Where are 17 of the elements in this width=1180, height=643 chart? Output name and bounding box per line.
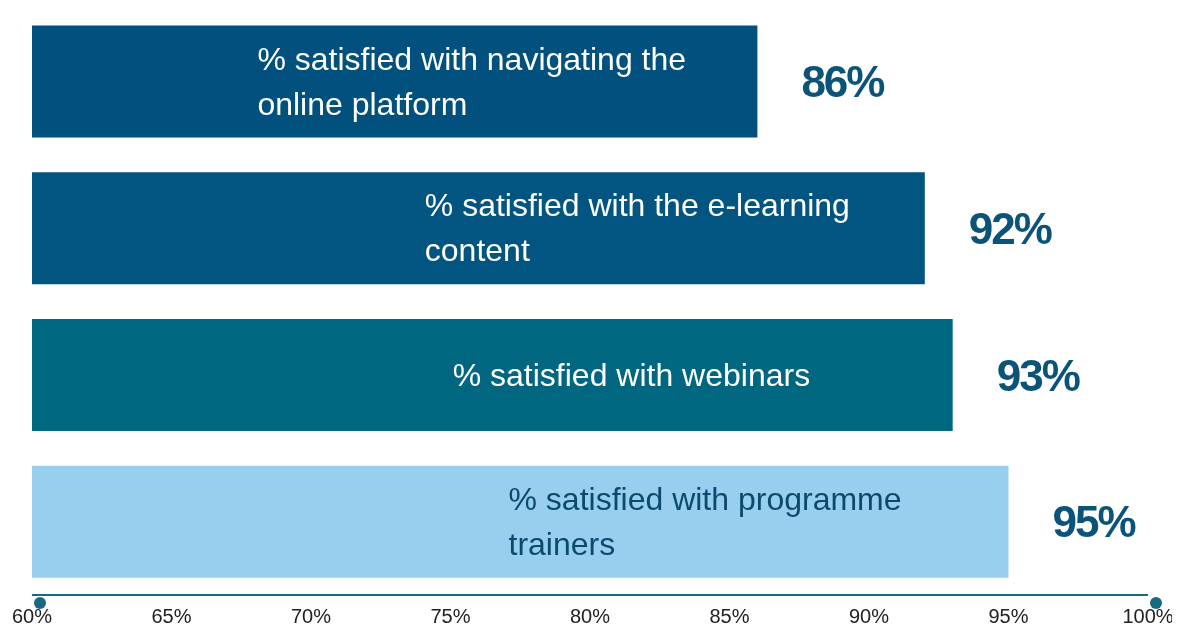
x-tick-label: 65% xyxy=(151,605,192,628)
x-tick-label: 60% xyxy=(11,605,53,628)
x-tick-label: 90% xyxy=(848,605,890,628)
y-tick-label: % satisfied with webinars xyxy=(452,355,811,395)
x-tick-label: 75% xyxy=(430,605,471,628)
x-tick-label: 85% xyxy=(709,605,750,628)
y-tick-label: % satisfied with navigating the online platform xyxy=(257,39,688,124)
data-label: 92% xyxy=(968,203,1052,253)
data-label: 86% xyxy=(801,57,885,107)
x-tick-label: 70% xyxy=(290,605,332,628)
data-label: 95% xyxy=(1052,497,1136,547)
x-tick-label: 80% xyxy=(569,605,611,628)
y-tick-label: % satisfied with the e-learning content xyxy=(424,186,851,271)
data-label: 93% xyxy=(996,350,1080,400)
x-tick-label: 95% xyxy=(988,605,1029,628)
y-tick-label: % satisfied with programme trainers xyxy=(508,479,903,564)
x-tick-label: 100% xyxy=(1122,605,1174,628)
